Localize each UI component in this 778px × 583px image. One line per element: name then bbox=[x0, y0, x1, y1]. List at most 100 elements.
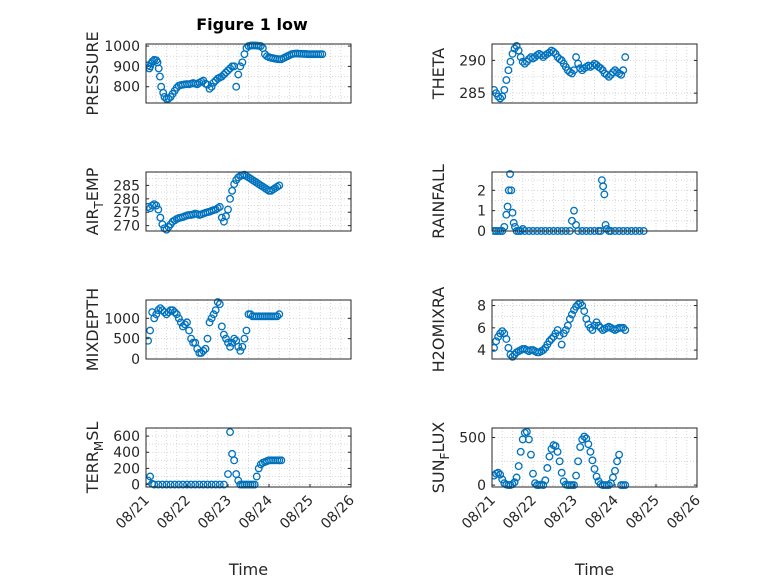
series-markers bbox=[146, 298, 284, 357]
data-point bbox=[557, 340, 566, 349]
data-point bbox=[221, 212, 230, 221]
data-point bbox=[234, 70, 243, 79]
data-point bbox=[529, 469, 537, 478]
data-point bbox=[162, 310, 171, 319]
data-point bbox=[568, 216, 576, 225]
y-tick-label: 275 bbox=[113, 205, 140, 221]
x-axis-label: Time bbox=[228, 560, 268, 579]
data-point bbox=[230, 334, 239, 343]
data-point bbox=[574, 457, 583, 466]
data-point bbox=[508, 352, 517, 361]
y-tick-label: 270 bbox=[113, 219, 140, 235]
data-point bbox=[185, 326, 193, 335]
data-point bbox=[242, 326, 251, 335]
data-point bbox=[520, 59, 529, 68]
panel-rainfall: 0 1 2 RAINFALL bbox=[429, 164, 698, 240]
data-point bbox=[199, 346, 208, 355]
data-point bbox=[232, 82, 241, 91]
data-point bbox=[252, 472, 261, 481]
data-point bbox=[516, 447, 525, 456]
data-point bbox=[183, 480, 191, 489]
data-point bbox=[502, 335, 511, 343]
data-point bbox=[504, 186, 513, 195]
y-axis-label-rest: EMP bbox=[83, 167, 102, 201]
data-point bbox=[228, 338, 237, 347]
data-point bbox=[215, 202, 224, 211]
data-point bbox=[201, 344, 210, 353]
y-tick-label: 0 bbox=[477, 478, 486, 494]
series-markers bbox=[492, 427, 630, 490]
data-point bbox=[555, 457, 564, 466]
data-point bbox=[570, 481, 578, 490]
data-point bbox=[580, 307, 589, 316]
x-tick-label: 08/22 bbox=[500, 493, 540, 533]
data-point bbox=[619, 323, 628, 332]
data-point bbox=[590, 464, 599, 473]
data-point bbox=[207, 314, 216, 323]
panel-sun_flux: 0 500 08/21 08/22 08/23 08/24 08/25 08/26 Time SU… bbox=[429, 422, 704, 579]
x-tick-label: 08/21 bbox=[459, 493, 499, 533]
data-point bbox=[561, 326, 570, 335]
data-point bbox=[205, 84, 214, 93]
y-axis-label: AIRTEMP bbox=[83, 167, 106, 235]
series-markers bbox=[146, 41, 327, 103]
data-point bbox=[221, 68, 230, 77]
data-point bbox=[553, 447, 562, 456]
data-point bbox=[504, 66, 513, 75]
data-point bbox=[617, 70, 626, 79]
data-point bbox=[527, 450, 535, 459]
data-point bbox=[191, 480, 200, 489]
x-tick-label: 08/24 bbox=[582, 492, 622, 532]
data-point bbox=[611, 466, 619, 475]
data-point bbox=[203, 480, 212, 489]
y-tick-label: 2 bbox=[477, 183, 486, 199]
data-point bbox=[572, 471, 580, 480]
data-point bbox=[219, 330, 228, 339]
series-markers bbox=[492, 299, 630, 361]
data-point bbox=[565, 314, 574, 323]
data-point bbox=[162, 480, 171, 489]
data-point bbox=[187, 334, 196, 343]
series-markers bbox=[146, 170, 284, 234]
y-axis-label: RAINFALL bbox=[429, 164, 448, 239]
data-point bbox=[203, 334, 212, 343]
data-point bbox=[180, 320, 189, 329]
y-axis-label-subscript: M bbox=[92, 441, 106, 451]
data-point bbox=[619, 66, 628, 75]
data-point bbox=[226, 64, 234, 73]
data-point bbox=[215, 300, 224, 309]
data-point bbox=[152, 310, 161, 319]
data-point bbox=[506, 57, 515, 66]
x-tick-label: 08/26 bbox=[664, 492, 704, 532]
data-point bbox=[146, 326, 155, 335]
data-point bbox=[514, 462, 523, 471]
data-point bbox=[230, 456, 239, 465]
y-tick-label: 600 bbox=[113, 429, 140, 445]
data-point bbox=[275, 310, 284, 319]
data-point bbox=[199, 480, 208, 489]
y-tick-label: 900 bbox=[113, 59, 140, 75]
y-axis-label-rest: SL bbox=[83, 422, 102, 441]
data-point bbox=[543, 464, 552, 472]
data-point bbox=[154, 205, 163, 214]
data-point bbox=[170, 308, 179, 317]
data-point bbox=[256, 42, 265, 50]
data-point bbox=[498, 475, 507, 484]
series-markers bbox=[146, 428, 286, 489]
data-point bbox=[209, 310, 218, 319]
data-point bbox=[254, 464, 263, 473]
y-axis-label: SUNFLUX bbox=[429, 422, 452, 494]
data-point bbox=[596, 64, 605, 73]
y-tick-label: 400 bbox=[113, 445, 140, 461]
data-point bbox=[209, 78, 218, 87]
data-point bbox=[496, 94, 505, 103]
data-point bbox=[226, 428, 234, 436]
data-point bbox=[156, 213, 165, 222]
data-point bbox=[159, 88, 168, 97]
data-point bbox=[592, 472, 601, 481]
data-point bbox=[502, 76, 511, 85]
data-point bbox=[224, 470, 232, 479]
data-point bbox=[584, 440, 593, 449]
data-point bbox=[150, 314, 159, 323]
y-axis-label-main: SUN bbox=[429, 459, 448, 493]
